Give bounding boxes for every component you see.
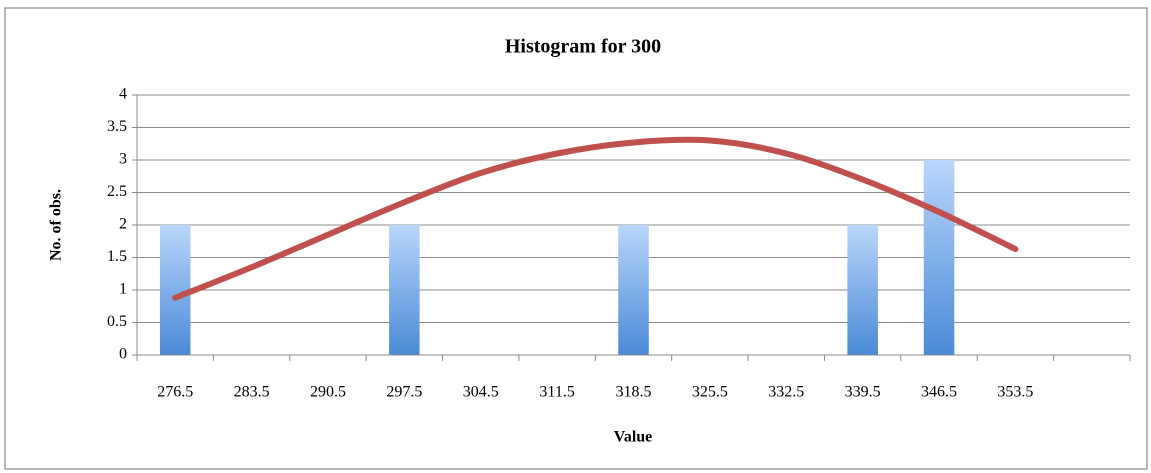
chart-title: Histogram for 300	[505, 36, 661, 58]
y-tick-label: 1.5	[107, 248, 127, 265]
y-tick-label: 0	[119, 346, 127, 363]
bar	[923, 160, 955, 355]
y-tick-label: 1	[119, 281, 127, 298]
y-tick-label: 2.5	[107, 183, 127, 200]
x-tick-label: 353.5	[997, 384, 1033, 401]
x-tick-label: 332.5	[768, 384, 804, 401]
bar	[159, 225, 191, 355]
x-tick-label: 311.5	[539, 384, 574, 401]
y-tick-label: 2	[119, 216, 127, 233]
x-tick-label: 339.5	[845, 384, 881, 401]
y-tick-label: 3	[119, 151, 127, 168]
x-tick-label: 325.5	[692, 384, 728, 401]
x-tick-label: 304.5	[463, 384, 499, 401]
bar	[618, 225, 649, 355]
curve	[172, 136, 1019, 301]
x-tick-label: 318.5	[616, 384, 652, 401]
x-tick-label: 276.5	[157, 384, 193, 401]
x-tick-label: 283.5	[234, 384, 270, 401]
x-tick-label: 346.5	[921, 384, 957, 401]
y-axis-label: No. of obs.	[48, 189, 65, 261]
y-tick-label: 4	[119, 86, 127, 103]
y-tick-label: 3.5	[107, 118, 127, 135]
y-tick-label: 0.5	[107, 313, 127, 330]
chart-frame	[4, 7, 1148, 470]
bar	[847, 225, 878, 355]
bar	[389, 225, 420, 355]
x-tick-label: 290.5	[310, 384, 346, 401]
x-tick-label: 297.5	[386, 384, 422, 401]
x-axis-label: Value	[614, 429, 653, 446]
